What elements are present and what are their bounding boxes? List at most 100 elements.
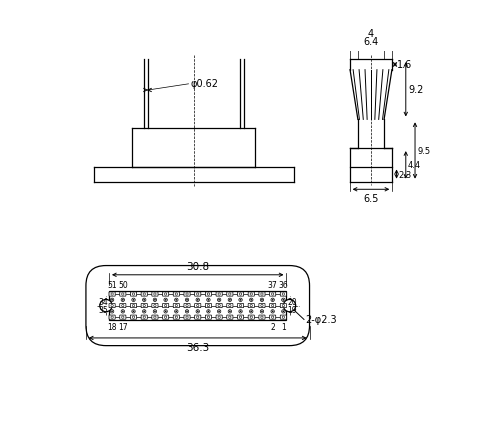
FancyBboxPatch shape	[141, 292, 147, 296]
Circle shape	[196, 298, 200, 302]
Circle shape	[260, 310, 264, 313]
Circle shape	[208, 300, 209, 301]
Circle shape	[229, 311, 231, 312]
Circle shape	[112, 300, 113, 301]
FancyBboxPatch shape	[259, 292, 265, 296]
Circle shape	[132, 316, 135, 319]
Circle shape	[218, 316, 220, 319]
FancyBboxPatch shape	[163, 304, 169, 308]
Circle shape	[165, 300, 166, 301]
Circle shape	[207, 293, 209, 295]
Circle shape	[132, 310, 135, 313]
Circle shape	[122, 316, 124, 319]
Text: 36.3: 36.3	[186, 342, 209, 352]
FancyBboxPatch shape	[109, 304, 115, 308]
Circle shape	[218, 305, 220, 307]
FancyBboxPatch shape	[238, 292, 244, 296]
Circle shape	[175, 298, 178, 302]
FancyBboxPatch shape	[184, 315, 190, 319]
FancyBboxPatch shape	[86, 266, 310, 346]
Text: 6.5: 6.5	[363, 194, 379, 204]
Circle shape	[122, 311, 124, 312]
Circle shape	[186, 305, 188, 307]
Circle shape	[164, 298, 167, 302]
FancyBboxPatch shape	[120, 315, 126, 319]
Circle shape	[240, 305, 242, 307]
Text: 9.2: 9.2	[408, 85, 423, 95]
Circle shape	[111, 293, 113, 295]
Circle shape	[218, 293, 220, 295]
Text: 17: 17	[118, 322, 127, 331]
Circle shape	[165, 316, 167, 319]
FancyBboxPatch shape	[206, 292, 211, 296]
Circle shape	[176, 300, 177, 301]
Circle shape	[133, 311, 134, 312]
Circle shape	[175, 305, 177, 307]
FancyBboxPatch shape	[248, 292, 254, 296]
Circle shape	[154, 316, 156, 319]
Circle shape	[144, 300, 145, 301]
Circle shape	[143, 310, 146, 313]
Circle shape	[218, 311, 220, 312]
FancyBboxPatch shape	[195, 315, 201, 319]
Circle shape	[261, 305, 263, 307]
FancyBboxPatch shape	[152, 292, 158, 296]
Circle shape	[186, 316, 188, 319]
Circle shape	[176, 311, 177, 312]
Circle shape	[197, 300, 199, 301]
Circle shape	[186, 293, 188, 295]
Circle shape	[284, 300, 296, 312]
Circle shape	[239, 310, 242, 313]
FancyBboxPatch shape	[141, 304, 147, 308]
Circle shape	[111, 316, 113, 319]
FancyBboxPatch shape	[248, 315, 254, 319]
FancyBboxPatch shape	[259, 304, 265, 308]
FancyBboxPatch shape	[280, 304, 287, 308]
FancyBboxPatch shape	[206, 304, 211, 308]
Text: 2.3: 2.3	[399, 170, 412, 179]
FancyBboxPatch shape	[280, 292, 287, 296]
FancyBboxPatch shape	[163, 315, 169, 319]
FancyBboxPatch shape	[120, 304, 126, 308]
Text: 4: 4	[368, 29, 374, 39]
Circle shape	[111, 310, 114, 313]
Circle shape	[260, 298, 264, 302]
Circle shape	[208, 311, 209, 312]
Circle shape	[122, 293, 124, 295]
Circle shape	[165, 305, 167, 307]
Circle shape	[121, 298, 124, 302]
Circle shape	[122, 305, 124, 307]
Circle shape	[250, 311, 252, 312]
Text: 6.4: 6.4	[364, 37, 378, 47]
FancyBboxPatch shape	[227, 292, 233, 296]
Circle shape	[164, 310, 167, 313]
Circle shape	[143, 316, 145, 319]
FancyBboxPatch shape	[227, 304, 233, 308]
Circle shape	[132, 293, 135, 295]
Circle shape	[228, 310, 232, 313]
Circle shape	[229, 300, 231, 301]
FancyBboxPatch shape	[206, 315, 211, 319]
FancyBboxPatch shape	[141, 315, 147, 319]
Circle shape	[175, 316, 177, 319]
Circle shape	[282, 316, 285, 319]
Circle shape	[240, 311, 241, 312]
Text: 50: 50	[118, 281, 127, 290]
FancyBboxPatch shape	[184, 292, 190, 296]
FancyBboxPatch shape	[152, 315, 158, 319]
Circle shape	[154, 311, 156, 312]
FancyBboxPatch shape	[270, 315, 276, 319]
FancyBboxPatch shape	[216, 304, 222, 308]
Circle shape	[154, 300, 156, 301]
Text: 30.8: 30.8	[186, 261, 209, 271]
Circle shape	[283, 300, 284, 301]
Circle shape	[272, 300, 273, 301]
Circle shape	[186, 311, 188, 312]
Circle shape	[197, 316, 199, 319]
Circle shape	[165, 311, 166, 312]
Circle shape	[217, 310, 221, 313]
Circle shape	[132, 298, 135, 302]
Circle shape	[154, 293, 156, 295]
Text: φ0.62: φ0.62	[190, 79, 218, 89]
Bar	[109, 291, 287, 320]
